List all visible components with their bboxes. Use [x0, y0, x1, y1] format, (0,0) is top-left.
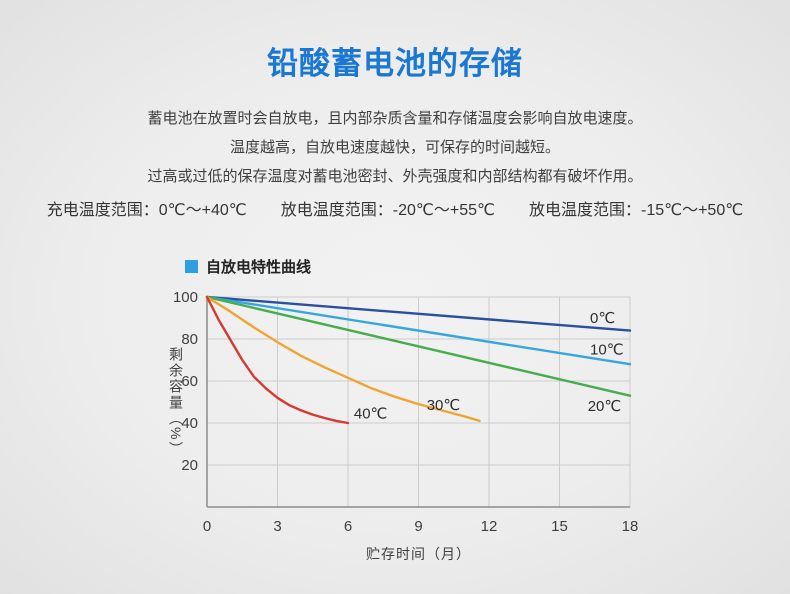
storage-temp-range: 放电温度范围：-15℃～+50℃ [528, 202, 744, 219]
series-label: 30℃ [427, 397, 461, 414]
x-tick-label: 0 [203, 518, 211, 535]
x-axis-label: 贮存时间（月） [366, 546, 471, 562]
page-title: 铅酸蓄电池的存储 [267, 46, 523, 81]
temperature-ranges: 充电温度范围：0℃～+40℃ 放电温度范围：-20℃～+55℃ 放电温度范围：-… [0, 196, 790, 220]
series-line [205, 295, 632, 397]
x-tick-label: 9 [414, 518, 422, 535]
series-line [205, 295, 481, 423]
description-text: 蓄电池在放置时会自放电，且内部杂质含量和存储温度会影响自放电速度。 温度越高，自… [0, 104, 790, 191]
legend-swatch-icon [185, 260, 198, 273]
chart-legend: 自放电特性曲线 [185, 256, 311, 277]
x-tick-label: 18 [622, 518, 639, 535]
y-tick-label: 60 [181, 373, 198, 390]
series-line [205, 295, 632, 366]
series-line [205, 295, 350, 425]
series-label: 0℃ [590, 310, 615, 327]
y-tick-label: 20 [181, 457, 198, 474]
x-tick-label: 3 [273, 518, 281, 535]
x-tick-label: 15 [551, 518, 568, 535]
x-tick-label: 6 [344, 518, 352, 535]
discharge-temp-range: 放电温度范围：-20℃～+55℃ [280, 202, 495, 219]
series-label: 10℃ [590, 342, 624, 359]
legend-label: 自放电特性曲线 [206, 259, 312, 276]
self-discharge-line-chart: 20 40 60 80 100 0 3 6 9 12 15 18 0℃ 10℃ 20℃ 30℃ 40℃ [173, 289, 639, 535]
y-tick-label: 100 [173, 289, 198, 306]
description-line-1: 蓄电池在放置时会自放电，且内部杂质含量和存储温度会影响自放电速度。 [147, 110, 643, 127]
y-tick-label: 40 [181, 415, 198, 432]
description-line-3: 过高或过低的保存温度对蓄电池密封、外壳强度和内部结构都有破坏作用。 [147, 168, 643, 185]
series-line [205, 295, 632, 332]
y-axis-label: 剩余容量（%） [168, 346, 184, 458]
y-tick-label: 80 [181, 331, 198, 348]
charge-temp-range: 充电温度范围：0℃～+40℃ [46, 202, 247, 219]
series-label: 40℃ [354, 406, 388, 423]
x-tick-label: 12 [481, 518, 498, 535]
description-line-2: 温度越高，自放电速度越快，可保存的时间越短。 [229, 139, 560, 156]
series-label: 20℃ [588, 398, 622, 415]
